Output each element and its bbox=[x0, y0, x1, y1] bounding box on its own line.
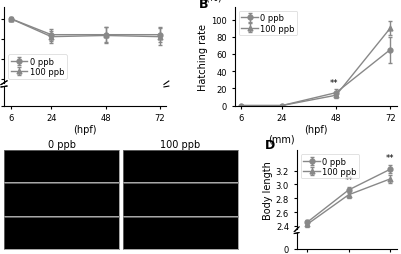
Text: **: ** bbox=[386, 154, 394, 163]
Y-axis label: Hatching rate: Hatching rate bbox=[198, 24, 209, 90]
Text: **: ** bbox=[344, 175, 353, 184]
Title: 100 ppb: 100 ppb bbox=[160, 140, 200, 150]
Y-axis label: 48 hpf: 48 hpf bbox=[0, 186, 1, 213]
Text: **: ** bbox=[330, 79, 338, 88]
Legend: 0 ppb, 100 ppb: 0 ppb, 100 ppb bbox=[8, 55, 67, 79]
Title: 0 ppb: 0 ppb bbox=[48, 140, 76, 150]
Y-axis label: 24 hpf: 24 hpf bbox=[0, 153, 1, 180]
Text: (mm): (mm) bbox=[269, 134, 295, 144]
Y-axis label: 72 hpf: 72 hpf bbox=[0, 219, 1, 246]
X-axis label: (hpf): (hpf) bbox=[304, 124, 328, 134]
Text: (%): (%) bbox=[205, 0, 222, 3]
Y-axis label: Body length: Body length bbox=[263, 161, 273, 219]
X-axis label: (hpf): (hpf) bbox=[73, 124, 97, 134]
Text: B: B bbox=[199, 0, 209, 11]
Legend: 0 ppb, 100 ppb: 0 ppb, 100 ppb bbox=[301, 155, 359, 179]
Legend: 0 ppb, 100 ppb: 0 ppb, 100 ppb bbox=[239, 12, 298, 36]
Text: D: D bbox=[265, 139, 275, 152]
